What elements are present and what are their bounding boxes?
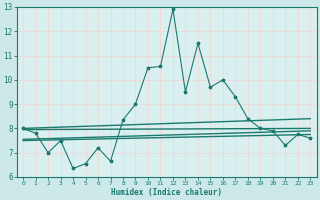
X-axis label: Humidex (Indice chaleur): Humidex (Indice chaleur) — [111, 188, 222, 197]
